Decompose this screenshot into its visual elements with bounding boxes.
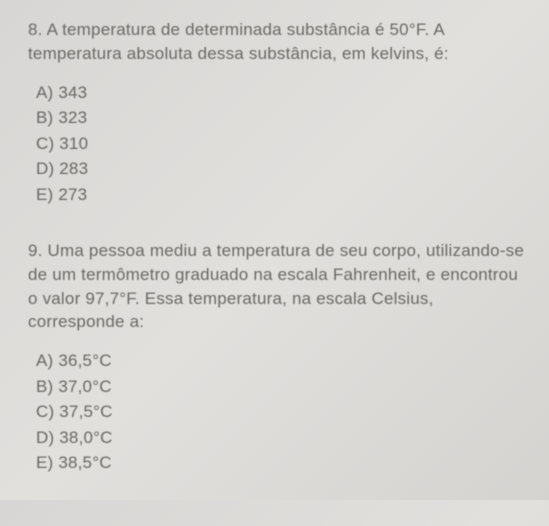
question-9-options: A) 36,5°C B) 37,0°C C) 37,5°C D) 38,0°C … [28, 348, 525, 476]
question-8-options: A) 343 B) 323 C) 310 D) 283 E) 273 [28, 80, 525, 208]
option-9-c-value: 37,5°C [59, 402, 112, 421]
option-9-a-value: 36,5°C [58, 351, 111, 370]
option-8-e-value: 273 [58, 185, 87, 204]
option-9-e-value: 38,5°C [58, 453, 111, 472]
option-9-b: B) 37,0°C [36, 374, 525, 400]
question-9: 9. Uma pessoa mediu a temperatura de seu… [28, 239, 525, 476]
question-8-number: 8. [28, 20, 43, 39]
option-8-a-value: 343 [58, 83, 87, 102]
option-8-d-value: 283 [59, 159, 88, 178]
option-8-d: D) 283 [36, 156, 525, 182]
question-9-number: 9. [28, 241, 43, 260]
question-9-text: 9. Uma pessoa mediu a temperatura de seu… [28, 239, 525, 334]
option-9-b-value: 37,0°C [58, 377, 111, 396]
worksheet-page: 8. A temperatura de determinada substânc… [0, 0, 549, 526]
option-8-c: C) 310 [36, 131, 525, 157]
option-9-d: D) 38,0°C [36, 425, 525, 451]
question-8: 8. A temperatura de determinada substânc… [28, 18, 525, 207]
question-8-body: A temperatura de determinada substância … [28, 20, 449, 63]
option-9-e: E) 38,5°C [36, 450, 525, 476]
option-8-c-value: 310 [59, 134, 88, 153]
option-9-a: A) 36,5°C [36, 348, 525, 374]
option-8-a: A) 343 [36, 80, 525, 106]
question-8-text: 8. A temperatura de determinada substânc… [28, 18, 525, 66]
option-9-d-value: 38,0°C [59, 428, 112, 447]
option-8-b: B) 323 [36, 105, 525, 131]
question-9-body: Uma pessoa mediu a temperatura de seu co… [28, 241, 524, 331]
option-8-b-value: 323 [58, 108, 87, 127]
option-8-e: E) 273 [36, 182, 525, 208]
option-9-c: C) 37,5°C [36, 399, 525, 425]
